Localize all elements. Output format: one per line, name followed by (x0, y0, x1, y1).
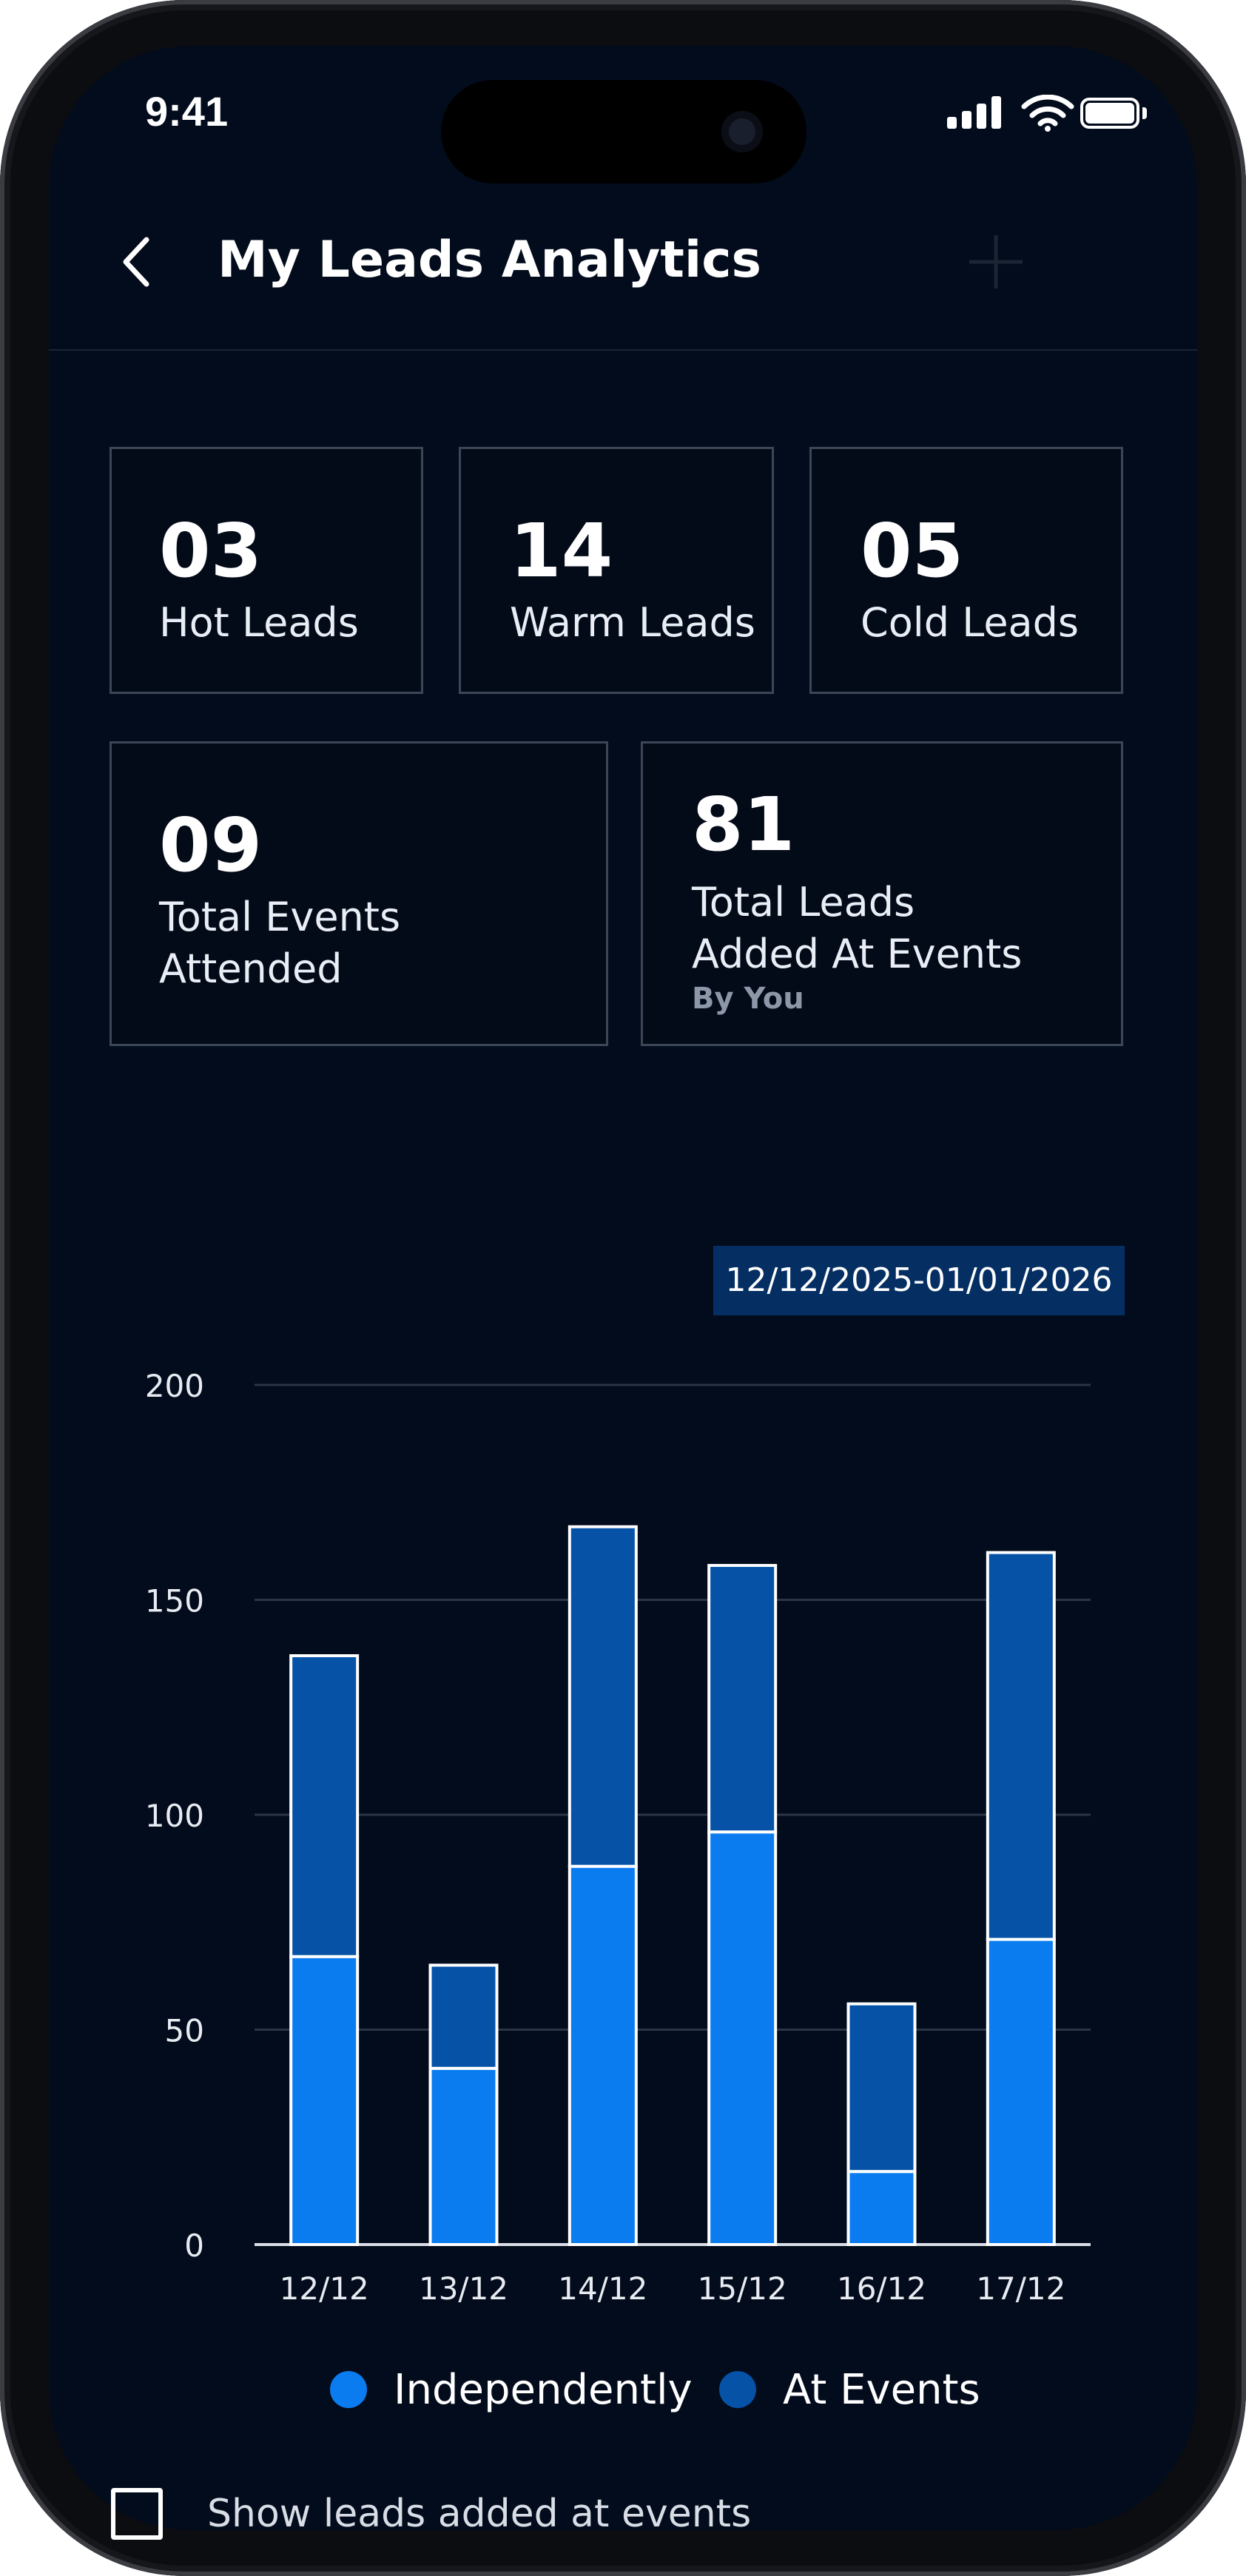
hot-leads-count: 03 (159, 508, 263, 594)
hot-leads-label: Hot Leads (159, 599, 359, 646)
back-button[interactable] (108, 232, 167, 291)
page-title: My Leads Analytics (218, 231, 761, 289)
leads-at-events-sub: By You (692, 982, 804, 1016)
chevron-left-icon (123, 237, 149, 287)
leads-at-events-label-line2: Added At Events (692, 931, 1023, 977)
events-attended-label-line1: Total Events (159, 894, 401, 940)
cold-leads-count: 05 (861, 508, 964, 594)
legend-label-independently: Independently (394, 2365, 693, 2414)
leads-at-events-label-line1: Total Leads (692, 879, 915, 925)
events-attended-count: 09 (159, 802, 263, 889)
warm-leads-label: Warm Leads (510, 599, 755, 646)
camera-icon (721, 111, 763, 152)
show-event-leads-checkbox[interactable] (111, 2488, 163, 2540)
warm-leads-count: 14 (510, 508, 613, 594)
events-attended-label-line2: Attended (159, 945, 343, 992)
legend-at-events[interactable]: At Events (719, 2360, 980, 2419)
wifi-icon (1021, 95, 1074, 132)
events-attended-card[interactable]: 09 Total Events Attended (110, 741, 608, 1046)
leads-at-events-count: 81 (692, 781, 795, 868)
legend-independently[interactable]: Independently (330, 2360, 693, 2419)
plus-icon (969, 235, 1023, 289)
hot-leads-card[interactable]: 03 Hot Leads (110, 447, 423, 694)
signal-icon (947, 95, 1006, 132)
app-header: My Leads Analytics (49, 185, 1197, 351)
battery-icon (1080, 98, 1148, 129)
cold-leads-card[interactable]: 05 Cold Leads (809, 447, 1123, 694)
show-event-leads-label: Show leads added at events (207, 2492, 752, 2536)
legend-dot-at-events (719, 2371, 756, 2408)
leads-at-events-card[interactable]: 81 Total Leads Added At Events By You (641, 741, 1123, 1046)
date-range-chip[interactable]: 12/12/2025-01/01/2026 (713, 1246, 1125, 1315)
warm-leads-card[interactable]: 14 Warm Leads (459, 447, 774, 694)
status-time: 9:41 (145, 88, 229, 135)
legend-label-at-events: At Events (783, 2365, 980, 2414)
legend-dot-independently (330, 2371, 367, 2408)
add-button[interactable] (966, 232, 1026, 291)
cold-leads-label: Cold Leads (861, 599, 1080, 646)
show-event-leads-toggle[interactable]: Show leads added at events (111, 2484, 751, 2543)
